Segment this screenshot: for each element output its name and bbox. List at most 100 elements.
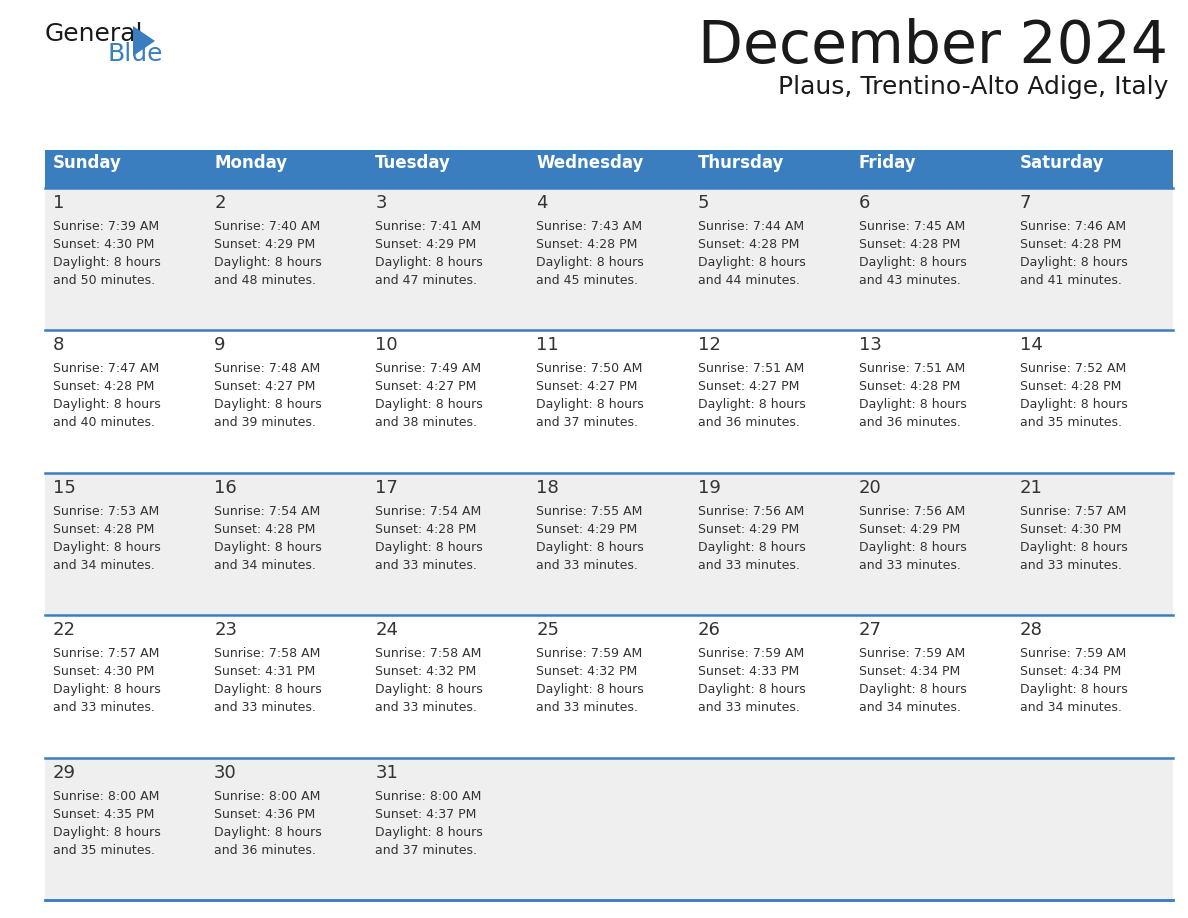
Text: Sunset: 4:30 PM: Sunset: 4:30 PM xyxy=(53,238,154,251)
Text: Sunrise: 8:00 AM: Sunrise: 8:00 AM xyxy=(53,789,159,802)
Text: Sunrise: 7:51 AM: Sunrise: 7:51 AM xyxy=(697,363,804,375)
Text: and 48 minutes.: and 48 minutes. xyxy=(214,274,316,287)
Text: 28: 28 xyxy=(1019,621,1043,639)
Text: Daylight: 8 hours: Daylight: 8 hours xyxy=(214,398,322,411)
Text: 24: 24 xyxy=(375,621,398,639)
Text: Sunrise: 7:49 AM: Sunrise: 7:49 AM xyxy=(375,363,481,375)
Text: and 45 minutes.: and 45 minutes. xyxy=(537,274,638,287)
Text: and 36 minutes.: and 36 minutes. xyxy=(214,844,316,856)
Bar xyxy=(689,150,851,188)
Text: Sunset: 4:29 PM: Sunset: 4:29 PM xyxy=(697,522,798,536)
Bar xyxy=(45,473,1173,615)
Text: 25: 25 xyxy=(537,621,560,639)
Text: Sunrise: 7:59 AM: Sunrise: 7:59 AM xyxy=(859,647,965,660)
Bar xyxy=(851,150,1012,188)
Text: Daylight: 8 hours: Daylight: 8 hours xyxy=(537,398,644,411)
Text: Sunrise: 7:53 AM: Sunrise: 7:53 AM xyxy=(53,505,159,518)
Text: Friday: Friday xyxy=(859,154,916,172)
Bar xyxy=(45,330,1173,473)
Text: Sunrise: 7:57 AM: Sunrise: 7:57 AM xyxy=(1019,505,1126,518)
Text: Sunrise: 7:39 AM: Sunrise: 7:39 AM xyxy=(53,220,159,233)
Text: and 39 minutes.: and 39 minutes. xyxy=(214,417,316,430)
Text: Daylight: 8 hours: Daylight: 8 hours xyxy=(1019,256,1127,269)
Text: Saturday: Saturday xyxy=(1019,154,1105,172)
Text: Tuesday: Tuesday xyxy=(375,154,451,172)
Text: Sunset: 4:28 PM: Sunset: 4:28 PM xyxy=(53,380,154,394)
Text: Sunrise: 7:44 AM: Sunrise: 7:44 AM xyxy=(697,220,804,233)
Text: Sunset: 4:28 PM: Sunset: 4:28 PM xyxy=(214,522,316,536)
Text: Daylight: 8 hours: Daylight: 8 hours xyxy=(375,683,484,696)
Text: Sunset: 4:28 PM: Sunset: 4:28 PM xyxy=(53,522,154,536)
Text: Sunset: 4:28 PM: Sunset: 4:28 PM xyxy=(375,522,476,536)
Text: Daylight: 8 hours: Daylight: 8 hours xyxy=(53,541,160,554)
Text: Sunrise: 7:40 AM: Sunrise: 7:40 AM xyxy=(214,220,321,233)
Text: and 36 minutes.: and 36 minutes. xyxy=(859,417,961,430)
Text: Sunset: 4:33 PM: Sunset: 4:33 PM xyxy=(697,666,798,678)
Text: 10: 10 xyxy=(375,336,398,354)
Text: and 40 minutes.: and 40 minutes. xyxy=(53,417,154,430)
Bar xyxy=(45,757,1173,900)
Text: and 33 minutes.: and 33 minutes. xyxy=(214,701,316,714)
Text: Sunrise: 7:46 AM: Sunrise: 7:46 AM xyxy=(1019,220,1126,233)
Text: Sunset: 4:28 PM: Sunset: 4:28 PM xyxy=(697,238,800,251)
Text: and 47 minutes.: and 47 minutes. xyxy=(375,274,478,287)
Text: Sunset: 4:35 PM: Sunset: 4:35 PM xyxy=(53,808,154,821)
Text: Sunrise: 7:55 AM: Sunrise: 7:55 AM xyxy=(537,505,643,518)
Text: and 37 minutes.: and 37 minutes. xyxy=(537,417,638,430)
Text: and 35 minutes.: and 35 minutes. xyxy=(53,844,154,856)
Text: 16: 16 xyxy=(214,479,236,497)
Text: and 35 minutes.: and 35 minutes. xyxy=(1019,417,1121,430)
Text: 9: 9 xyxy=(214,336,226,354)
Text: Daylight: 8 hours: Daylight: 8 hours xyxy=(859,541,967,554)
Text: Sunrise: 7:52 AM: Sunrise: 7:52 AM xyxy=(1019,363,1126,375)
Text: Sunset: 4:32 PM: Sunset: 4:32 PM xyxy=(537,666,638,678)
Text: Daylight: 8 hours: Daylight: 8 hours xyxy=(53,256,160,269)
Text: Sunrise: 7:58 AM: Sunrise: 7:58 AM xyxy=(214,647,321,660)
Text: Daylight: 8 hours: Daylight: 8 hours xyxy=(697,683,805,696)
Text: Sunset: 4:28 PM: Sunset: 4:28 PM xyxy=(1019,380,1121,394)
Text: Daylight: 8 hours: Daylight: 8 hours xyxy=(214,825,322,839)
Text: 4: 4 xyxy=(537,194,548,212)
Text: Sunrise: 7:51 AM: Sunrise: 7:51 AM xyxy=(859,363,965,375)
Text: Daylight: 8 hours: Daylight: 8 hours xyxy=(53,683,160,696)
Text: 20: 20 xyxy=(859,479,881,497)
Text: General: General xyxy=(45,22,144,46)
Text: Sunset: 4:29 PM: Sunset: 4:29 PM xyxy=(375,238,476,251)
Text: and 38 minutes.: and 38 minutes. xyxy=(375,417,478,430)
Text: and 37 minutes.: and 37 minutes. xyxy=(375,844,478,856)
Text: Monday: Monday xyxy=(214,154,287,172)
Text: Sunset: 4:27 PM: Sunset: 4:27 PM xyxy=(214,380,316,394)
Text: Sunrise: 7:48 AM: Sunrise: 7:48 AM xyxy=(214,363,321,375)
Text: and 50 minutes.: and 50 minutes. xyxy=(53,274,156,287)
Text: Sunset: 4:29 PM: Sunset: 4:29 PM xyxy=(537,522,638,536)
Text: Daylight: 8 hours: Daylight: 8 hours xyxy=(214,256,322,269)
Text: and 36 minutes.: and 36 minutes. xyxy=(697,417,800,430)
Text: 30: 30 xyxy=(214,764,236,781)
Text: Daylight: 8 hours: Daylight: 8 hours xyxy=(697,398,805,411)
Text: 8: 8 xyxy=(53,336,64,354)
Bar xyxy=(45,188,1173,330)
Text: Sunrise: 7:56 AM: Sunrise: 7:56 AM xyxy=(859,505,965,518)
Text: Sunrise: 7:43 AM: Sunrise: 7:43 AM xyxy=(537,220,643,233)
Text: 13: 13 xyxy=(859,336,881,354)
Text: 22: 22 xyxy=(53,621,76,639)
Text: Sunset: 4:27 PM: Sunset: 4:27 PM xyxy=(375,380,476,394)
Text: Plaus, Trentino-Alto Adige, Italy: Plaus, Trentino-Alto Adige, Italy xyxy=(778,75,1168,99)
Text: Daylight: 8 hours: Daylight: 8 hours xyxy=(214,541,322,554)
Text: and 33 minutes.: and 33 minutes. xyxy=(53,701,154,714)
Text: Sunset: 4:28 PM: Sunset: 4:28 PM xyxy=(859,380,960,394)
Text: 3: 3 xyxy=(375,194,387,212)
Text: Sunrise: 7:54 AM: Sunrise: 7:54 AM xyxy=(375,505,481,518)
Text: Daylight: 8 hours: Daylight: 8 hours xyxy=(859,256,967,269)
Bar xyxy=(529,150,689,188)
Text: 17: 17 xyxy=(375,479,398,497)
Text: Sunset: 4:37 PM: Sunset: 4:37 PM xyxy=(375,808,476,821)
Text: Daylight: 8 hours: Daylight: 8 hours xyxy=(537,541,644,554)
Text: and 33 minutes.: and 33 minutes. xyxy=(859,559,961,572)
Text: Sunset: 4:30 PM: Sunset: 4:30 PM xyxy=(53,666,154,678)
Bar xyxy=(1012,150,1173,188)
Text: 11: 11 xyxy=(537,336,560,354)
Text: Daylight: 8 hours: Daylight: 8 hours xyxy=(53,398,160,411)
Text: Sunrise: 7:59 AM: Sunrise: 7:59 AM xyxy=(537,647,643,660)
Text: Sunrise: 7:59 AM: Sunrise: 7:59 AM xyxy=(697,647,804,660)
